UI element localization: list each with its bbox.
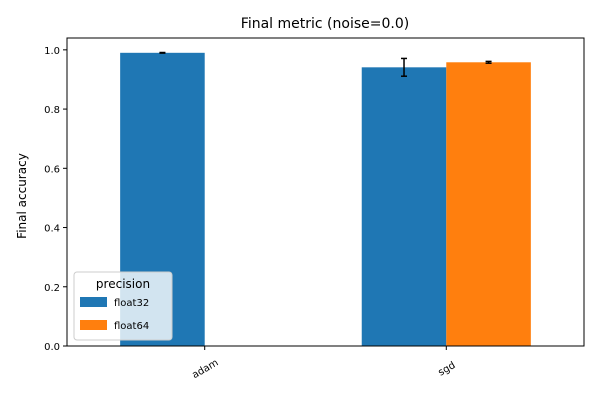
- y-tick-label: 0.6: [44, 164, 60, 175]
- y-tick-label: 0.2: [44, 283, 60, 294]
- y-axis-label: Final accuracy: [15, 153, 29, 239]
- x-tick-label-adam: adam: [190, 357, 220, 381]
- chart-title: Final metric (noise=0.0): [241, 16, 409, 32]
- legend-label-float64: float64: [114, 321, 149, 332]
- legend: precision float32 float64: [73, 271, 173, 341]
- bar-sgd-float64: [446, 62, 531, 347]
- legend-title: precision: [96, 277, 150, 291]
- bar-sgd-float32: [361, 67, 447, 347]
- plot-area: [120, 51, 531, 347]
- legend-label-float32: float32: [114, 298, 149, 309]
- y-tick-label: 0.4: [44, 224, 60, 235]
- y-tick-label: 1.0: [44, 46, 60, 57]
- legend-swatch-float64: [80, 320, 107, 330]
- plot-frame: [66, 37, 585, 347]
- x-tick-label-sgd: sgd: [437, 360, 458, 378]
- y-tick-label: 0.8: [44, 105, 60, 116]
- legend-swatch-float32: [80, 297, 107, 307]
- y-tick-label: 0.0: [44, 342, 60, 353]
